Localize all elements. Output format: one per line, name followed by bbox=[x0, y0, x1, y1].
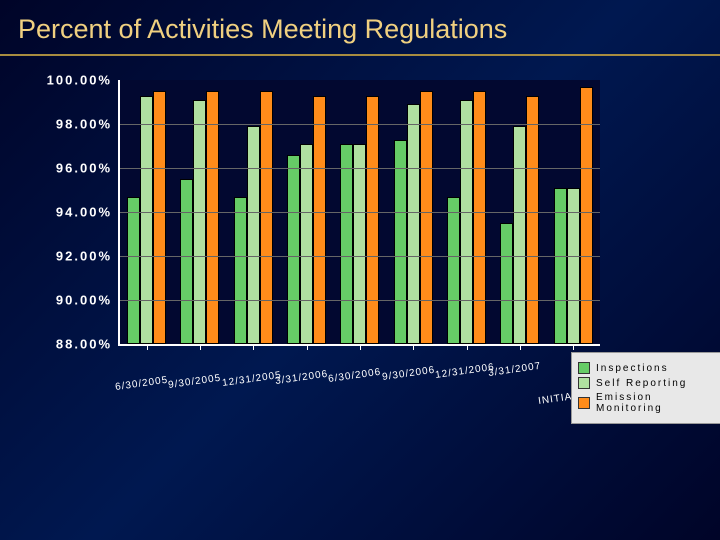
x-tick bbox=[200, 344, 201, 350]
x-tick-label: 3/31/2006 bbox=[274, 369, 329, 387]
grid-line bbox=[120, 168, 600, 169]
slide: Percent of Activities Meeting Regulation… bbox=[0, 0, 720, 540]
bar bbox=[260, 91, 273, 344]
bar bbox=[513, 126, 526, 344]
legend-label: Self Reporting bbox=[596, 378, 687, 389]
y-tick-label: 96.00% bbox=[56, 161, 112, 176]
bar bbox=[394, 140, 407, 344]
x-tick bbox=[413, 344, 414, 350]
swatch-icon bbox=[578, 377, 590, 389]
chart-container: 100.00%98.00%96.00%94.00%92.00%90.00%88.… bbox=[40, 80, 690, 480]
bar bbox=[247, 126, 260, 344]
bar bbox=[580, 87, 593, 344]
y-tick-label: 88.00% bbox=[56, 337, 112, 352]
legend-item-inspections: Inspections bbox=[578, 362, 718, 374]
bar bbox=[500, 223, 513, 344]
legend-item-emission-monitoring: Emission Monitoring bbox=[578, 392, 718, 414]
bar bbox=[447, 197, 460, 344]
swatch-icon bbox=[578, 397, 590, 409]
bar bbox=[287, 155, 300, 344]
bar bbox=[140, 96, 153, 344]
y-tick-label: 90.00% bbox=[56, 293, 112, 308]
grid-line bbox=[120, 124, 600, 125]
x-tick-label: 9/30/2006 bbox=[381, 365, 436, 383]
grid-line bbox=[120, 300, 600, 301]
legend: Inspections Self Reporting Emission Moni… bbox=[571, 352, 720, 424]
bar bbox=[193, 100, 206, 344]
x-tick bbox=[467, 344, 468, 350]
x-tick-label: 6/30/2005 bbox=[114, 375, 169, 393]
bar bbox=[206, 91, 219, 344]
x-tick-label: 12/31/2006 bbox=[434, 362, 495, 381]
legend-label: Inspections bbox=[596, 363, 669, 374]
x-axis-labels: 6/30/20059/30/200512/31/20053/31/20066/3… bbox=[118, 360, 598, 420]
bar bbox=[366, 96, 379, 344]
grid-line bbox=[120, 212, 600, 213]
bar bbox=[313, 96, 326, 344]
y-tick-label: 92.00% bbox=[56, 249, 112, 264]
bar bbox=[353, 144, 366, 344]
x-tick bbox=[147, 344, 148, 350]
y-tick-label: 94.00% bbox=[56, 205, 112, 220]
y-tick-label: 100.00% bbox=[47, 73, 112, 88]
bar bbox=[180, 179, 193, 344]
plot-area bbox=[118, 80, 600, 346]
x-tick bbox=[520, 344, 521, 350]
bar bbox=[420, 91, 433, 344]
x-tick-label: 6/30/2006 bbox=[328, 367, 383, 385]
bar bbox=[300, 144, 313, 344]
bar bbox=[460, 100, 473, 344]
x-tick bbox=[573, 344, 574, 350]
bar bbox=[407, 104, 420, 344]
swatch-icon bbox=[578, 362, 590, 374]
x-tick-label: 9/30/2005 bbox=[168, 373, 223, 391]
x-tick-label: 3/31/2007 bbox=[488, 361, 543, 379]
bar bbox=[526, 96, 539, 344]
bar bbox=[153, 91, 166, 344]
page-title: Percent of Activities Meeting Regulation… bbox=[0, 0, 720, 51]
legend-label: Emission Monitoring bbox=[596, 392, 718, 414]
title-underline bbox=[0, 54, 720, 56]
bar bbox=[473, 91, 486, 344]
x-tick bbox=[253, 344, 254, 350]
grid-line bbox=[120, 256, 600, 257]
x-tick-label: 12/31/2005 bbox=[221, 370, 282, 389]
x-tick bbox=[307, 344, 308, 350]
bar bbox=[340, 144, 353, 344]
x-tick bbox=[360, 344, 361, 350]
y-tick-label: 98.00% bbox=[56, 117, 112, 132]
bar bbox=[234, 197, 247, 344]
bar bbox=[127, 197, 140, 344]
legend-item-self-reporting: Self Reporting bbox=[578, 377, 718, 389]
